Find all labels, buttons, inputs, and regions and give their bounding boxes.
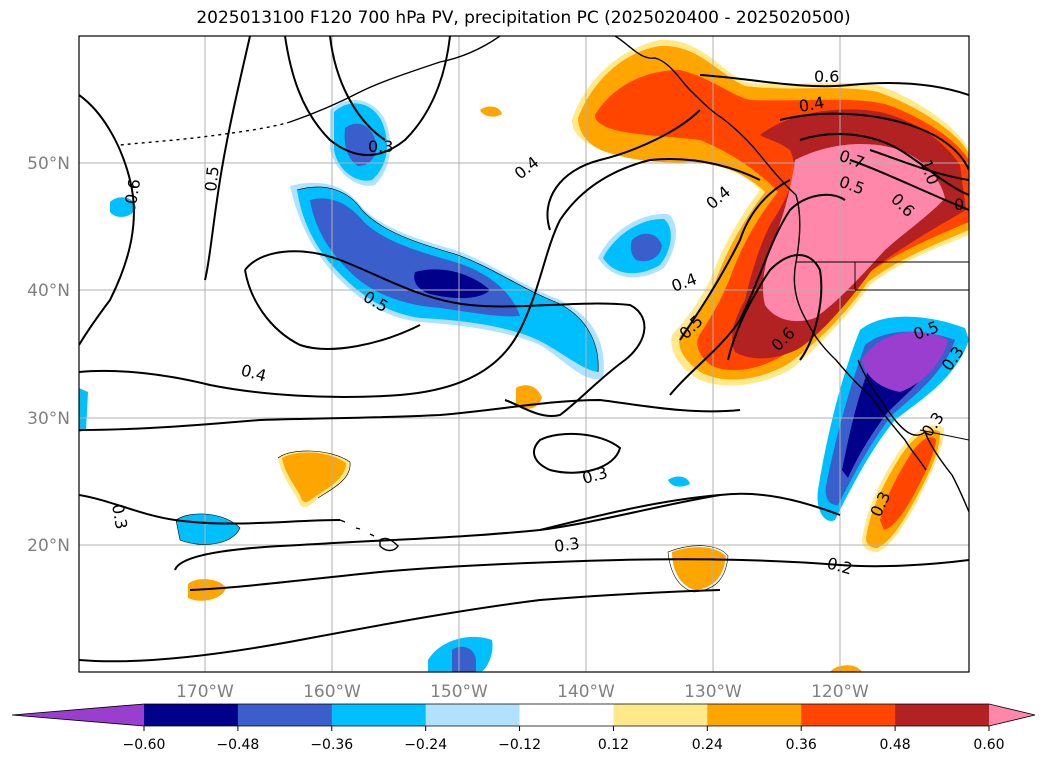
- colorbar-tick-label: −0.60: [123, 737, 166, 753]
- contour-label: 0.5: [201, 165, 223, 192]
- contour-0.6-ne2: [849, 159, 969, 211]
- shade-blob-p4: [516, 385, 542, 409]
- coast-baja: [869, 394, 927, 471]
- shade-blob-p6: [830, 665, 862, 672]
- coast-alaska-bc: [614, 36, 797, 196]
- shade-blob-b5: [668, 476, 690, 487]
- contour-label: 0.6: [121, 177, 144, 205]
- shade-navy-core: [414, 269, 490, 299]
- coastlines: [119, 36, 969, 552]
- coast-mexico: [857, 359, 969, 513]
- us-mexico-border: [919, 429, 969, 441]
- colorbar-segment: [519, 704, 614, 726]
- coast-hawaii-small: [339, 519, 375, 537]
- contour-0.6-trough: [727, 254, 823, 361]
- colorbar-tick-label: 0.60: [973, 737, 1004, 753]
- contour-label: 0.3: [368, 137, 393, 156]
- shade-coast-purple: [862, 331, 948, 392]
- colorbar-segment: [237, 704, 333, 726]
- colorbar-segment: [425, 704, 521, 726]
- contour-0.5-mid: [244, 250, 646, 417]
- shade-blob-p1: [282, 452, 346, 503]
- shade-blob-p5: [480, 106, 502, 117]
- contour-0.3-east: [539, 494, 721, 531]
- contour-label: 0.4: [797, 93, 825, 116]
- colorbar-extend-low: [12, 704, 144, 726]
- contour-label: 0: [954, 195, 964, 214]
- lon-label-170w: 170°W: [176, 682, 234, 702]
- contour-0.3-longwave: [174, 492, 841, 571]
- contour-0.5-trough: [669, 193, 846, 396]
- contour-0.6-ne: [699, 74, 969, 96]
- contour-label: 0.6: [814, 67, 839, 86]
- lat-label-40n: 40°N: [27, 281, 70, 301]
- contour-1.0: [869, 149, 969, 181]
- colorbar-tick-label: −0.36: [310, 737, 353, 753]
- map-title: 2025013100 F120 700 hPa PV, precipitatio…: [196, 8, 851, 28]
- colorbar-tick-label: −0.48: [216, 737, 259, 753]
- colorbar-tick-label: 0.12: [598, 737, 629, 753]
- colorbar-segment: [331, 704, 427, 726]
- contour-0.4-main: [79, 158, 761, 398]
- contour-0.7: [779, 112, 969, 171]
- shade-blob-b1-med: [630, 233, 662, 262]
- shade-blob-b6: [79, 388, 88, 432]
- lon-label-140w: 140°W: [557, 682, 615, 702]
- contour-0.6-west: [79, 94, 135, 346]
- shade-blob-b4-med: [452, 646, 476, 672]
- colorbar-tick-label: 0.36: [786, 737, 817, 753]
- contour-0.4-trough: [679, 179, 791, 341]
- colorbar-segment: [613, 704, 708, 726]
- contour-south-long: [79, 589, 721, 663]
- colorbar-segment: [707, 704, 802, 726]
- state-borders: [796, 261, 969, 291]
- contour-label: 0.3: [108, 502, 131, 530]
- contour-0.3-loop: [533, 432, 622, 474]
- contour-0.4-ne: [546, 109, 701, 231]
- longitude-labels: 170°W 160°W 150°W 140°W 130°W 120°W: [176, 682, 869, 702]
- contour-0.2: [189, 558, 969, 591]
- lat-label-50n: 50°N: [27, 154, 70, 174]
- coast-hawaii: [379, 537, 399, 552]
- colorbar-tick-label: 0.48: [880, 737, 911, 753]
- colorbar-extend-high: [989, 704, 1035, 726]
- contour-0.3-south: [79, 494, 341, 525]
- colorbar-segment: [801, 704, 896, 726]
- lat-label-30n: 30°N: [27, 409, 70, 429]
- map-frame: [78, 35, 970, 673]
- lat-label-20n: 20°N: [27, 536, 70, 556]
- colorbar-segment: [895, 704, 990, 726]
- colorbar: −0.60 −0.48 −0.36 −0.24 −0.12 0.12 0.24 0.36 0.4…: [11, 703, 1036, 753]
- contour-label: 0.3: [553, 534, 581, 556]
- lon-label-130w: 130°W: [684, 682, 742, 702]
- coast-us-west: [793, 194, 871, 396]
- colorbar-tick-label: −0.12: [498, 737, 541, 753]
- latitude-labels: 50°N 40°N 30°N 20°N: [27, 154, 70, 556]
- pv-contours: [79, 36, 969, 663]
- contour-0.3-mid: [79, 398, 741, 431]
- lon-label-120w: 120°W: [811, 682, 869, 702]
- shade-mexico-red: [880, 437, 936, 530]
- coast-aleutian-islands: [119, 121, 291, 146]
- precipitation-shading: [79, 39, 969, 672]
- shade-blob-b2: [110, 197, 136, 217]
- contour-0.5-ne: [799, 133, 969, 196]
- lon-label-150w: 150°W: [430, 682, 488, 702]
- contour-0.3-north: [284, 36, 451, 156]
- colorbar-segment: [144, 704, 239, 726]
- coast-aleutian-arc: [289, 36, 501, 123]
- map-panel: [78, 35, 970, 673]
- contour-0.5-loop: [244, 269, 421, 350]
- colorbar-tick-label: −0.24: [404, 737, 447, 753]
- shade-pink-core: [762, 144, 945, 322]
- lon-label-160w: 160°W: [303, 682, 361, 702]
- contour-0.5-west: [204, 36, 251, 281]
- contour-inner-north: [329, 36, 386, 141]
- colorbar-tick-label: 0.24: [692, 737, 723, 753]
